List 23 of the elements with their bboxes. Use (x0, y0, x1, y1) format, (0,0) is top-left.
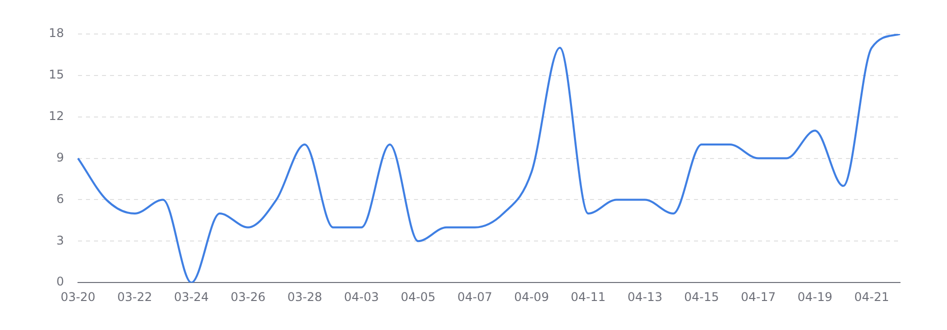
x-tick-label: 03-26 (230, 290, 266, 304)
y-tick-label: 9 (56, 150, 64, 164)
x-tick-label: 03-20 (60, 290, 96, 304)
x-tick-label: 03-24 (174, 290, 209, 304)
x-tick-label: 03-28 (287, 290, 322, 304)
x-tick-label: 04-09 (514, 290, 549, 304)
x-tick-label: 04-13 (627, 290, 662, 304)
x-tick-label: 03-22 (117, 290, 152, 304)
y-tick-label: 15 (48, 68, 64, 82)
y-tick-label: 0 (56, 274, 64, 289)
y-tick-label: 6 (56, 192, 64, 206)
x-tick-label: 04-19 (798, 290, 832, 304)
x-tick-label: 04-15 (684, 290, 720, 304)
y-tick-label: 12 (48, 108, 64, 123)
x-tick-label: 04-03 (344, 290, 379, 304)
y-tick-label: 18 (48, 26, 64, 40)
x-tick-label: 04-07 (457, 290, 492, 304)
x-tick-label: 04-17 (740, 290, 776, 304)
y-tick-label: 3 (56, 233, 64, 248)
line-series (77, 34, 901, 283)
x-tick-label: 04-21 (854, 290, 890, 304)
x-tick-label: 04-11 (570, 290, 606, 304)
x-tick-label: 04-05 (400, 290, 436, 304)
